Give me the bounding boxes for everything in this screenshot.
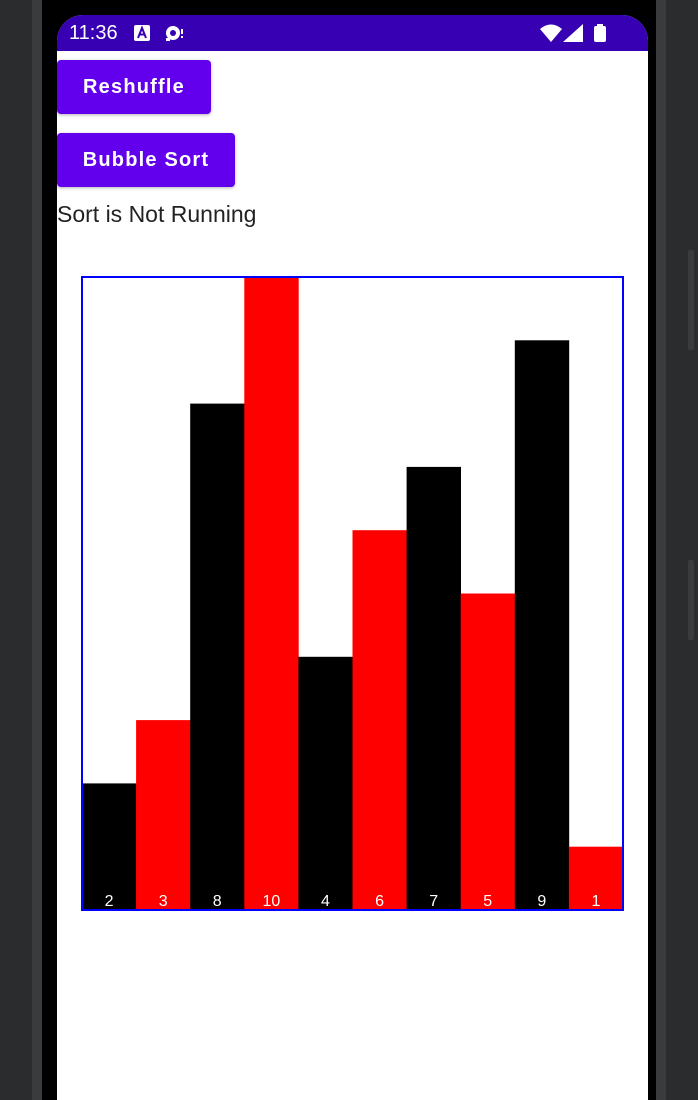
chart-bar-2 bbox=[82, 783, 137, 910]
chart-bar-label: 8 bbox=[213, 893, 222, 910]
status-time: 11:36 bbox=[69, 22, 118, 44]
chart-bar-label: 7 bbox=[429, 893, 438, 910]
status-bar: 11:36 bbox=[57, 15, 648, 51]
sort-status-text: Sort is Not Running bbox=[57, 201, 257, 227]
chart-bar-5 bbox=[460, 593, 516, 910]
app-screen: 11:36 Reshuffle bbox=[57, 15, 648, 1100]
chart-bar-label: 1 bbox=[591, 893, 600, 910]
device-bezel-right bbox=[656, 0, 666, 1100]
chart-bar-label: 2 bbox=[105, 893, 114, 910]
chart-bar-1 bbox=[568, 846, 624, 910]
chart-bar-4 bbox=[298, 656, 353, 910]
device-volume-button bbox=[688, 560, 694, 640]
device-bezel-left bbox=[32, 0, 42, 1100]
chart-bar-7 bbox=[406, 466, 461, 910]
chart-bar-10 bbox=[244, 277, 299, 910]
wifi-icon bbox=[540, 24, 562, 42]
chart-bar-label: 5 bbox=[483, 893, 492, 910]
cellular-signal-icon bbox=[563, 24, 583, 42]
reshuffle-button[interactable]: Reshuffle bbox=[57, 60, 211, 114]
chart-bar-label: 9 bbox=[537, 893, 546, 910]
bubble-sort-button[interactable]: Bubble Sort bbox=[57, 133, 235, 187]
chart-bar-label: 3 bbox=[159, 893, 168, 910]
chart-bar-9 bbox=[514, 340, 570, 910]
a11y-notification-icon bbox=[134, 25, 150, 41]
chart-bar-label: 6 bbox=[375, 893, 384, 910]
chart-border bbox=[81, 276, 624, 911]
chart-bar-3 bbox=[136, 720, 191, 910]
bug-notification-icon bbox=[166, 26, 183, 41]
sort-bar-chart: 2 3 8 10 4 6 7 5 9 1 bbox=[81, 276, 624, 911]
battery-icon bbox=[594, 24, 606, 42]
chart-bar-label: 10 bbox=[262, 893, 280, 910]
chart-bar-8 bbox=[190, 403, 245, 910]
chart-bar-label: 4 bbox=[321, 893, 330, 910]
device-power-button bbox=[688, 250, 694, 350]
chart-bar-6 bbox=[352, 530, 407, 910]
